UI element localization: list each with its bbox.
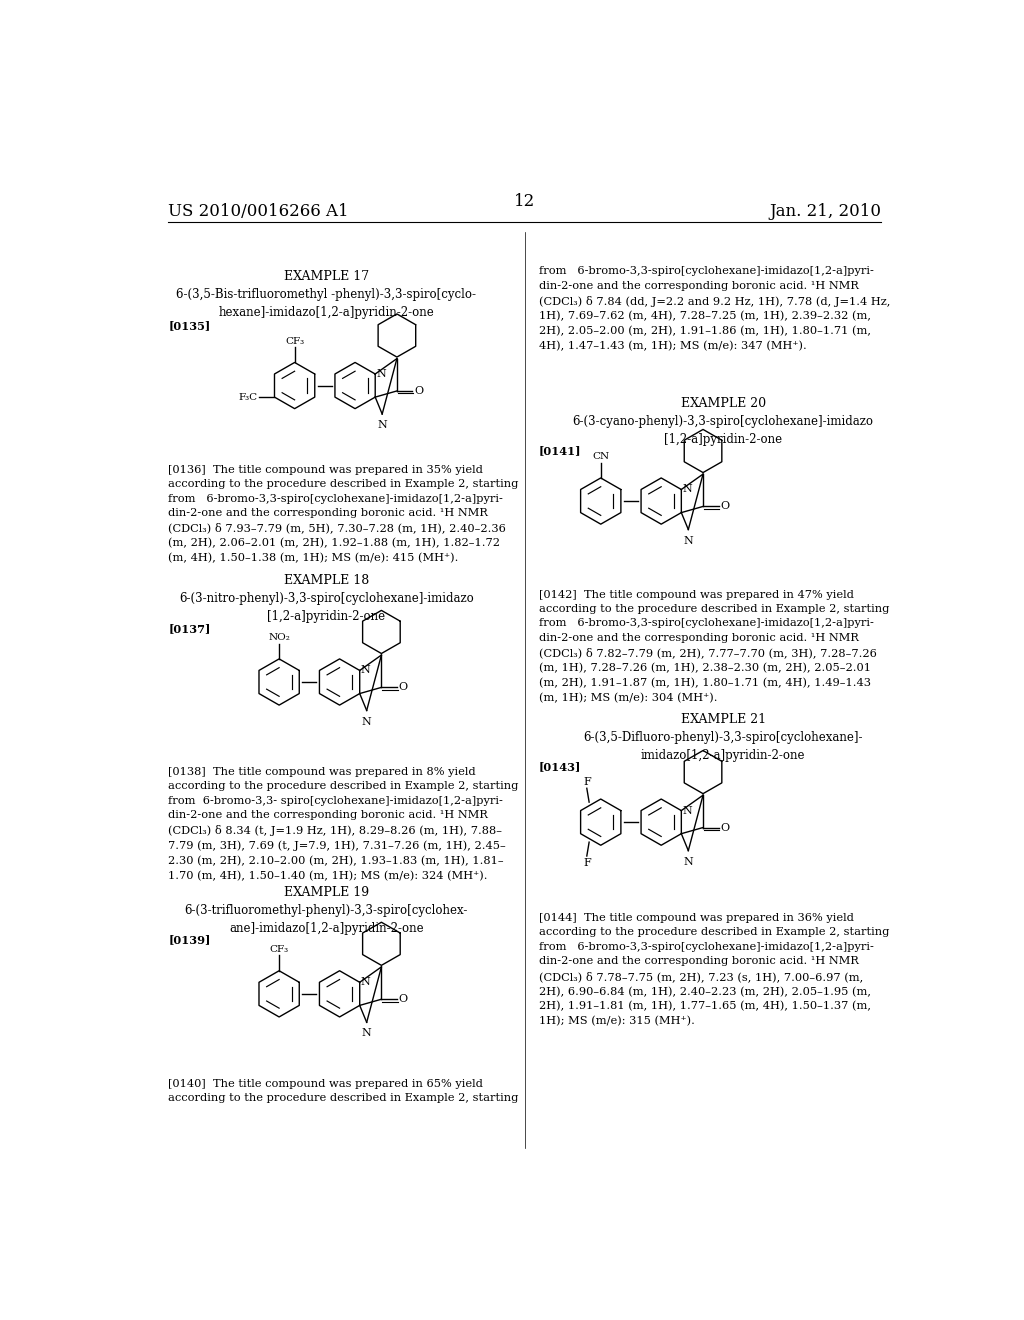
Text: N: N <box>361 717 372 726</box>
Text: O: O <box>398 994 408 1005</box>
Text: O: O <box>414 385 423 396</box>
Text: CF₃: CF₃ <box>269 945 289 954</box>
Text: EXAMPLE 18: EXAMPLE 18 <box>284 574 369 587</box>
Text: N: N <box>360 665 371 676</box>
Text: Jan. 21, 2010: Jan. 21, 2010 <box>769 203 882 220</box>
Text: O: O <box>398 682 408 693</box>
Text: F: F <box>583 776 591 787</box>
Text: from   6-bromo-3,3-spiro[cyclohexane]-imidazo[1,2-a]pyri-
din-2-one and the corr: from 6-bromo-3,3-spiro[cyclohexane]-imid… <box>539 267 890 351</box>
Text: F: F <box>583 858 591 867</box>
Text: N: N <box>377 420 387 430</box>
Text: N: N <box>683 536 693 545</box>
Text: N: N <box>361 1028 372 1039</box>
Text: N: N <box>360 977 371 987</box>
Text: NO₂: NO₂ <box>268 634 290 642</box>
Text: N: N <box>683 857 693 867</box>
Text: O: O <box>720 822 729 833</box>
Text: [0144]  The title compound was prepared in 36% yield
according to the procedure : [0144] The title compound was prepared i… <box>539 913 889 1027</box>
Text: [0139]: [0139] <box>168 935 211 945</box>
Text: F₃C: F₃C <box>239 392 257 401</box>
Text: N: N <box>682 805 692 816</box>
Text: N: N <box>376 370 386 379</box>
Text: [0136]  The title compound was prepared in 35% yield
according to the procedure : [0136] The title compound was prepared i… <box>168 465 519 564</box>
Text: [0135]: [0135] <box>168 321 211 331</box>
Text: O: O <box>720 502 729 511</box>
Text: [0137]: [0137] <box>168 623 211 634</box>
Text: 6-(3,5-Difluoro-phenyl)-3,3-spiro[cyclohexane]-
imidazo[1,2-a]pyridin-2-one: 6-(3,5-Difluoro-phenyl)-3,3-spiro[cycloh… <box>584 730 863 762</box>
Text: [0140]  The title compound was prepared in 65% yield
according to the procedure : [0140] The title compound was prepared i… <box>168 1078 519 1104</box>
Text: CN: CN <box>592 451 609 461</box>
Text: [0143]: [0143] <box>539 762 582 772</box>
Text: 6-(3-cyano-phenyl)-3,3-spiro[cyclohexane]-imidazo
[1,2-a]pyridin-2-one: 6-(3-cyano-phenyl)-3,3-spiro[cyclohexane… <box>572 414 873 446</box>
Text: US 2010/0016266 A1: US 2010/0016266 A1 <box>168 203 349 220</box>
Text: EXAMPLE 20: EXAMPLE 20 <box>681 397 766 411</box>
Text: [0138]  The title compound was prepared in 8% yield
according to the procedure d: [0138] The title compound was prepared i… <box>168 767 519 880</box>
Text: N: N <box>682 484 692 495</box>
Text: [0142]  The title compound was prepared in 47% yield
according to the procedure : [0142] The title compound was prepared i… <box>539 590 889 704</box>
Text: 6-(3-trifluoromethyl-phenyl)-3,3-spiro[cyclohex-
ane]-imidazo[1,2-a]pyridin-2-on: 6-(3-trifluoromethyl-phenyl)-3,3-spiro[c… <box>184 904 468 935</box>
Text: EXAMPLE 19: EXAMPLE 19 <box>284 886 369 899</box>
Text: 6-(3,5-Bis-trifluoromethyl -phenyl)-3,3-spiro[cyclo-
hexane]-imidazo[1,2-a]pyrid: 6-(3,5-Bis-trifluoromethyl -phenyl)-3,3-… <box>176 288 476 318</box>
Text: 12: 12 <box>514 193 536 210</box>
Text: CF₃: CF₃ <box>285 337 304 346</box>
Text: EXAMPLE 17: EXAMPLE 17 <box>284 271 369 282</box>
Text: 6-(3-nitro-phenyl)-3,3-spiro[cyclohexane]-imidazo
[1,2-a]pyridin-2-one: 6-(3-nitro-phenyl)-3,3-spiro[cyclohexane… <box>179 591 474 623</box>
Text: EXAMPLE 21: EXAMPLE 21 <box>681 713 766 726</box>
Text: [0141]: [0141] <box>539 446 582 457</box>
